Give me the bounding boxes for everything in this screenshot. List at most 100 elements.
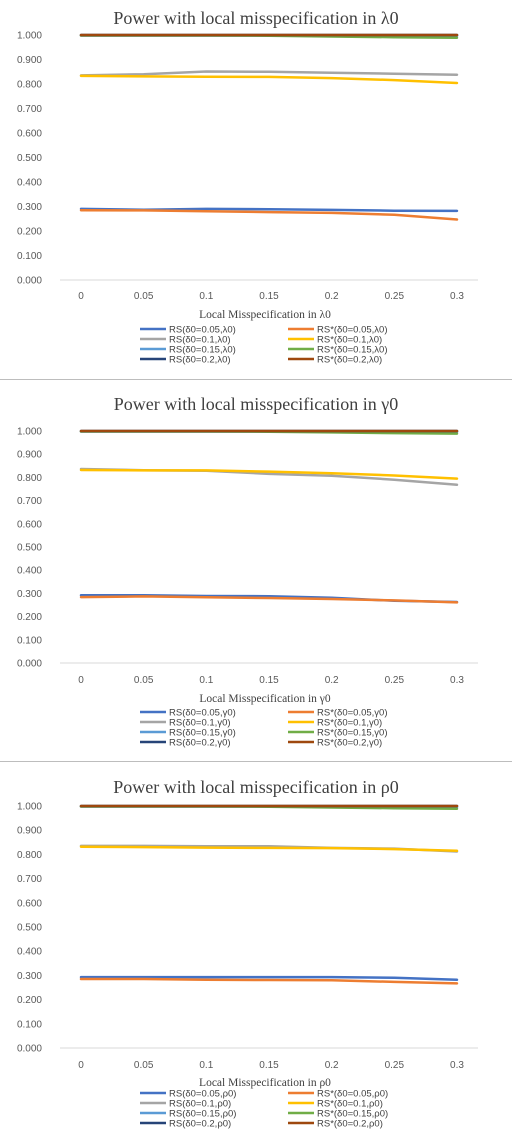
chart-title: Power with local misspecification in ρ0 <box>113 777 398 797</box>
y-tick-label: 0.900 <box>17 826 42 837</box>
x-axis-title: Local Misspecification in γ0 <box>199 693 330 705</box>
legend-label: RS*(δ0=0.15,ρ0) <box>317 1109 388 1120</box>
x-tick-label: 0.25 <box>385 291 405 302</box>
chart-panel-rho: Power with local misspecification in ρ0 0… <box>0 765 512 1144</box>
legend-label: RS*(δ0=0.1,ρ0) <box>317 1099 383 1110</box>
y-tick-label: 0.600 <box>17 129 42 140</box>
x-tick-label: 0.05 <box>134 1060 154 1071</box>
y-tick-label: 0.800 <box>17 473 42 484</box>
legend-label: RS*(δ0=0.05,ρ0) <box>317 1089 388 1100</box>
series-line <box>79 595 459 604</box>
legend-label: RS(δ0=0.05,γ0) <box>169 708 236 719</box>
x-tick-label: 0.1 <box>199 291 213 302</box>
legend-label: RS*(δ0=0.2,λ0) <box>317 355 382 366</box>
y-tick-label: 0.600 <box>17 519 42 530</box>
chart-title: Power with local misspecification in λ0 <box>113 8 398 28</box>
x-tick-label: 0.15 <box>259 1060 279 1071</box>
series-line <box>79 208 459 221</box>
y-tick-label: 0.900 <box>17 450 42 461</box>
power-chart-gamma: Power with local misspecification in γ0 0… <box>17 394 478 749</box>
y-tick-label: 0.000 <box>17 276 42 287</box>
series-line <box>79 975 459 982</box>
x-tick-label: 0.3 <box>450 675 464 686</box>
legend-label: RS(δ0=0.2,ρ0) <box>169 1119 231 1130</box>
series-line <box>79 977 459 985</box>
legend-label: RS*(δ0=0.2,ρ0) <box>317 1119 383 1130</box>
chart-panel-lambda: Power with local misspecification in λ0 0… <box>0 0 512 378</box>
x-axis-title: Local Misspecification in λ0 <box>199 309 331 321</box>
legend-label: RS*(δ0=0.1,λ0) <box>317 335 382 346</box>
series-line <box>79 70 459 77</box>
x-tick-label: 0.05 <box>134 675 154 686</box>
y-tick-label: 0.400 <box>17 947 42 958</box>
y-tick-label: 0.000 <box>17 659 42 670</box>
y-tick-label: 0.300 <box>17 202 42 213</box>
power-chart-lambda: Power with local misspecification in λ0 0… <box>17 8 478 366</box>
x-axis-title: Local Misspecification in ρ0 <box>199 1077 331 1089</box>
y-tick-label: 0.700 <box>17 874 42 885</box>
y-tick-label: 0.400 <box>17 566 42 577</box>
chart-panel-gamma: Power with local misspecification in γ0 0… <box>0 383 512 759</box>
legend-label: RS(δ0=0.1,γ0) <box>169 718 231 729</box>
y-tick-label: 1.000 <box>17 427 42 438</box>
legend-label: RS(δ0=0.1,ρ0) <box>169 1099 231 1110</box>
legend-label: RS(δ0=0.05,ρ0) <box>169 1089 236 1100</box>
legend-label: RS(δ0=0.15,ρ0) <box>169 1109 236 1120</box>
y-tick-label: 0.500 <box>17 923 42 934</box>
y-tick-label: 0.600 <box>17 898 42 909</box>
legend-label: RS(δ0=0.2,γ0) <box>169 738 231 749</box>
y-tick-label: 1.000 <box>17 31 42 42</box>
power-chart-rho: Power with local misspecification in ρ0 0… <box>17 777 478 1130</box>
y-tick-label: 0.200 <box>17 612 42 623</box>
series-line <box>79 468 459 480</box>
y-tick-label: 0.800 <box>17 80 42 91</box>
y-tick-label: 0.200 <box>17 227 42 238</box>
y-tick-label: 0.100 <box>17 635 42 646</box>
y-tick-label: 0.500 <box>17 543 42 554</box>
legend-label: RS(δ0=0.05,λ0) <box>169 325 236 336</box>
x-tick-label: 0.05 <box>134 291 154 302</box>
y-tick-label: 0.100 <box>17 251 42 262</box>
x-tick-label: 0.2 <box>325 291 339 302</box>
legend-label: RS*(δ0=0.05,γ0) <box>317 708 388 719</box>
legend-label: RS*(δ0=0.1,γ0) <box>317 718 382 729</box>
legend-label: RS(δ0=0.15,λ0) <box>169 345 236 356</box>
series-line <box>79 845 459 853</box>
panel-divider <box>0 379 512 380</box>
x-tick-label: 0.1 <box>199 1060 213 1071</box>
y-tick-label: 0.900 <box>17 55 42 66</box>
x-tick-label: 0.3 <box>450 1060 464 1071</box>
legend-label: RS*(δ0=0.15,λ0) <box>317 345 388 356</box>
x-tick-label: 0 <box>78 291 84 302</box>
x-tick-label: 0.15 <box>259 291 279 302</box>
y-tick-label: 0.400 <box>17 178 42 189</box>
chart-title: Power with local misspecification in γ0 <box>114 394 398 414</box>
x-tick-label: 0 <box>78 675 84 686</box>
legend-label: RS*(δ0=0.05,λ0) <box>317 325 388 336</box>
x-tick-label: 0.2 <box>325 1060 339 1071</box>
x-tick-label: 0.25 <box>385 1060 405 1071</box>
y-tick-label: 0.700 <box>17 104 42 115</box>
x-tick-label: 0.25 <box>385 675 405 686</box>
y-tick-label: 0.800 <box>17 850 42 861</box>
x-tick-label: 0.2 <box>325 675 339 686</box>
x-tick-label: 0 <box>78 1060 84 1071</box>
legend-label: RS(δ0=0.15,γ0) <box>169 728 236 739</box>
y-tick-label: 1.000 <box>17 802 42 813</box>
legend-label: RS*(δ0=0.2,γ0) <box>317 738 382 749</box>
legend-label: RS(δ0=0.2,λ0) <box>169 355 231 366</box>
y-tick-label: 0.000 <box>17 1044 42 1055</box>
legend-label: RS*(δ0=0.15,γ0) <box>317 728 388 739</box>
y-tick-label: 0.300 <box>17 589 42 600</box>
y-tick-label: 0.300 <box>17 971 42 982</box>
y-tick-label: 0.100 <box>17 1019 42 1030</box>
x-tick-label: 0.1 <box>199 675 213 686</box>
x-tick-label: 0.15 <box>259 675 279 686</box>
x-tick-label: 0.3 <box>450 291 464 302</box>
legend-label: RS(δ0=0.1,λ0) <box>169 335 231 346</box>
series-line <box>79 74 459 85</box>
panel-divider <box>0 761 512 762</box>
y-tick-label: 0.700 <box>17 496 42 507</box>
y-tick-label: 0.500 <box>17 153 42 164</box>
y-tick-label: 0.200 <box>17 995 42 1006</box>
